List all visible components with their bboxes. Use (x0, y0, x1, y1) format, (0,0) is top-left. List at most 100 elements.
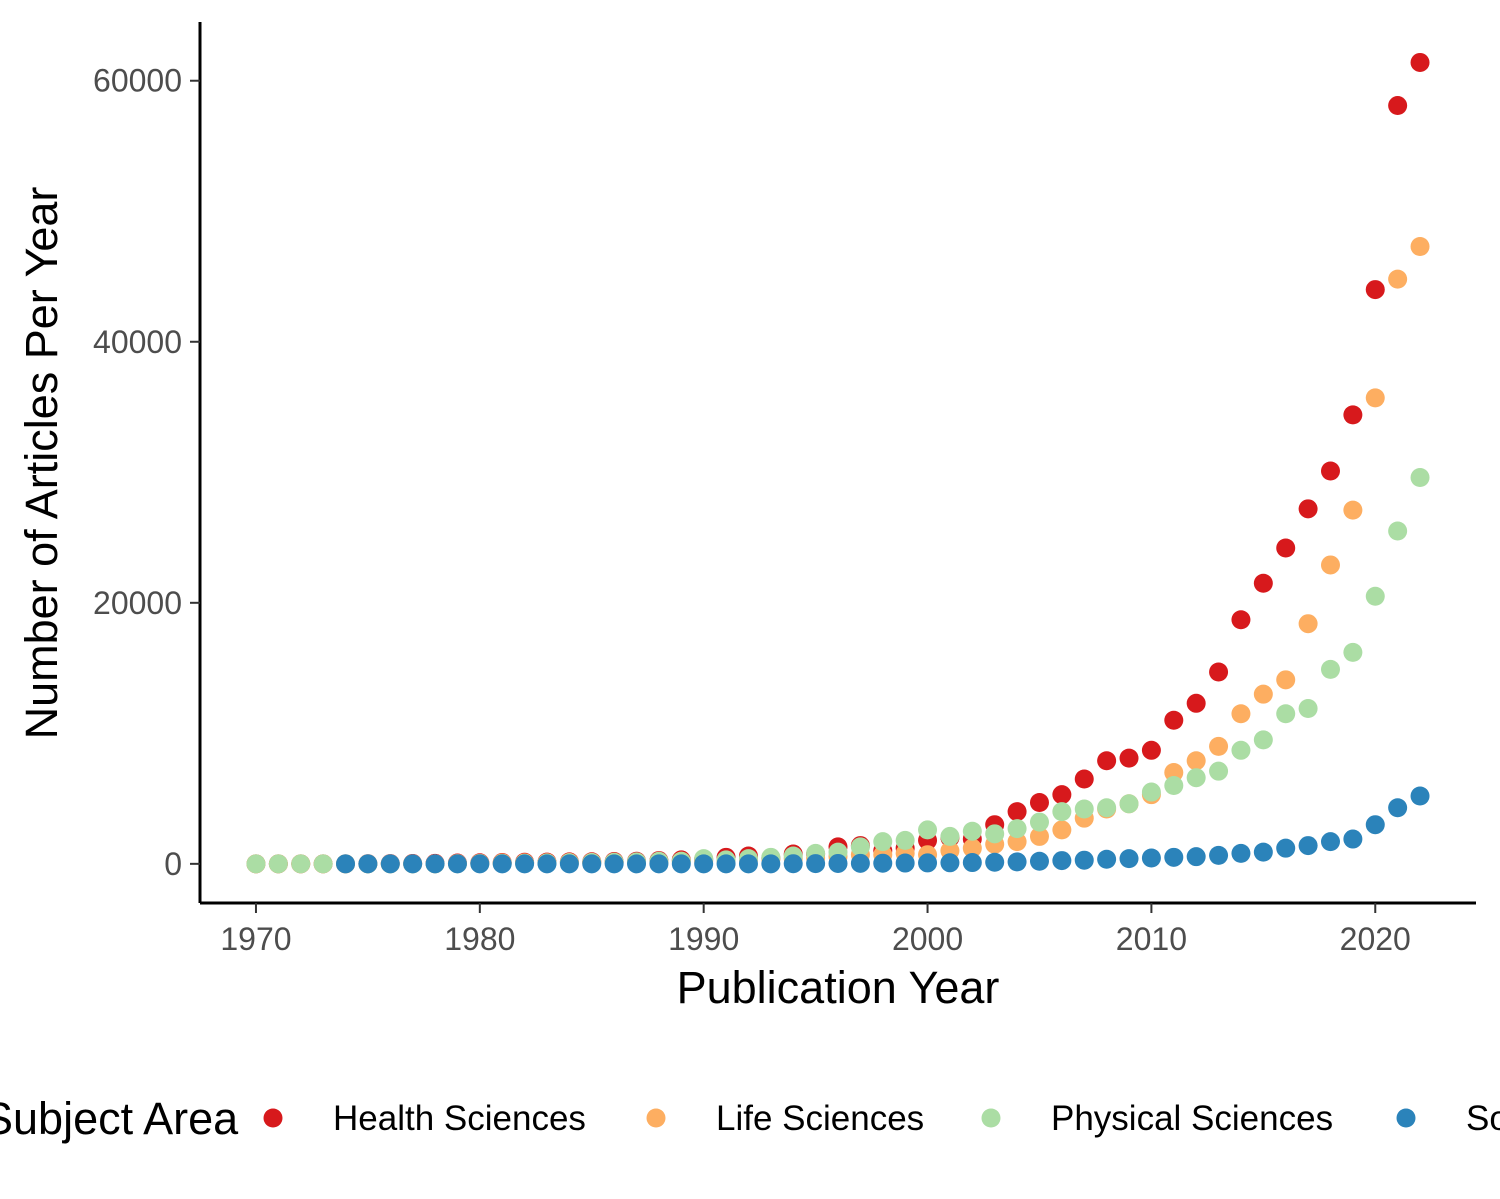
data-point (1097, 798, 1117, 818)
data-point (783, 854, 803, 874)
data-point (380, 854, 400, 874)
legend-item: Life Sciences (646, 1099, 924, 1138)
data-point (1231, 740, 1251, 760)
legend-label: Physical Sciences (1051, 1099, 1333, 1138)
data-point (940, 853, 960, 873)
data-point (1365, 280, 1385, 300)
data-point (962, 853, 982, 873)
data-point (1164, 762, 1184, 782)
data-point (1365, 388, 1385, 408)
data-point (1052, 851, 1072, 871)
data-point (1007, 832, 1027, 852)
data-point (649, 854, 669, 874)
data-point (1410, 468, 1430, 488)
data-point (1388, 798, 1408, 818)
data-point (1097, 751, 1117, 771)
data-point (1410, 52, 1430, 72)
series-health-sciences (246, 52, 1430, 874)
data-point (1164, 847, 1184, 867)
series-physical-sciences (246, 468, 1430, 874)
points-layer (246, 52, 1430, 874)
x-tick-label: 2000 (892, 921, 963, 957)
plot-area: 1970 1980 1990 2000 2010 2020 0 20000 40000 6000… (93, 22, 1476, 957)
data-point (1365, 815, 1385, 835)
data-point (1186, 847, 1206, 867)
legend-key (981, 1108, 1001, 1128)
data-point (1343, 829, 1363, 849)
data-point (1141, 740, 1161, 760)
data-point (962, 838, 982, 858)
legend-item: Health Sciences (263, 1099, 586, 1138)
y-tick-label: 20000 (93, 585, 182, 621)
x-tick-label: 2020 (1340, 921, 1411, 957)
y-ticks: 0 20000 40000 60000 (93, 63, 200, 882)
data-point (1029, 851, 1049, 871)
data-point (738, 854, 758, 874)
y-axis-title: Number of Articles Per Year (16, 187, 67, 740)
data-point (1298, 614, 1318, 634)
data-point (1164, 710, 1184, 730)
data-point (940, 826, 960, 846)
data-point (1029, 812, 1049, 832)
data-point (604, 854, 624, 874)
data-point (1298, 699, 1318, 719)
data-point (1209, 761, 1229, 781)
data-point (1029, 826, 1049, 846)
data-point (1388, 269, 1408, 289)
x-ticks: 1970 1980 1990 2000 2010 2020 (220, 903, 1411, 957)
data-point (1276, 670, 1296, 690)
data-point (1007, 802, 1027, 822)
data-point (1253, 730, 1273, 750)
data-point (873, 832, 893, 852)
data-point (627, 854, 647, 874)
data-point (1052, 820, 1072, 840)
data-point (1343, 500, 1363, 520)
data-point (1052, 785, 1072, 805)
data-point (1097, 849, 1117, 869)
x-axis-title: Publication Year (677, 962, 1000, 1013)
data-point (1276, 704, 1296, 724)
data-point (761, 854, 781, 874)
data-point (291, 854, 311, 874)
data-point (918, 820, 938, 840)
series-life-sciences (246, 236, 1430, 874)
data-point (1253, 842, 1273, 862)
series-social-sciences (336, 786, 1430, 874)
data-point (1320, 555, 1340, 575)
legend-item: Social Sciences (1396, 1099, 1500, 1138)
data-point (806, 854, 826, 874)
data-point (1186, 768, 1206, 788)
data-point (1119, 849, 1139, 869)
data-point (1119, 748, 1139, 768)
legend-title: Subject Area (0, 1093, 239, 1144)
data-point (873, 853, 893, 873)
data-point (1074, 850, 1094, 870)
data-point (1320, 461, 1340, 481)
data-point (447, 854, 467, 874)
data-point (1007, 819, 1027, 839)
data-point (1410, 786, 1430, 806)
data-point (895, 853, 915, 873)
data-point (492, 854, 512, 874)
data-point (470, 854, 490, 874)
data-point (1119, 794, 1139, 814)
data-point (336, 854, 356, 874)
legend-label: Health Sciences (333, 1099, 586, 1138)
data-point (716, 854, 736, 874)
data-point (918, 853, 938, 873)
data-point (1388, 521, 1408, 541)
data-point (671, 854, 691, 874)
data-point (1298, 836, 1318, 856)
x-tick-label: 1980 (444, 921, 515, 957)
legend-key (263, 1108, 283, 1128)
data-point (1276, 538, 1296, 558)
legend-label: Life Sciences (716, 1099, 924, 1138)
data-point (1320, 832, 1340, 852)
legend-label: Social Sciences (1466, 1099, 1500, 1138)
data-point (1209, 845, 1229, 865)
data-point (1029, 793, 1049, 813)
data-point (694, 854, 714, 874)
data-point (1186, 751, 1206, 771)
data-point (1231, 843, 1251, 863)
